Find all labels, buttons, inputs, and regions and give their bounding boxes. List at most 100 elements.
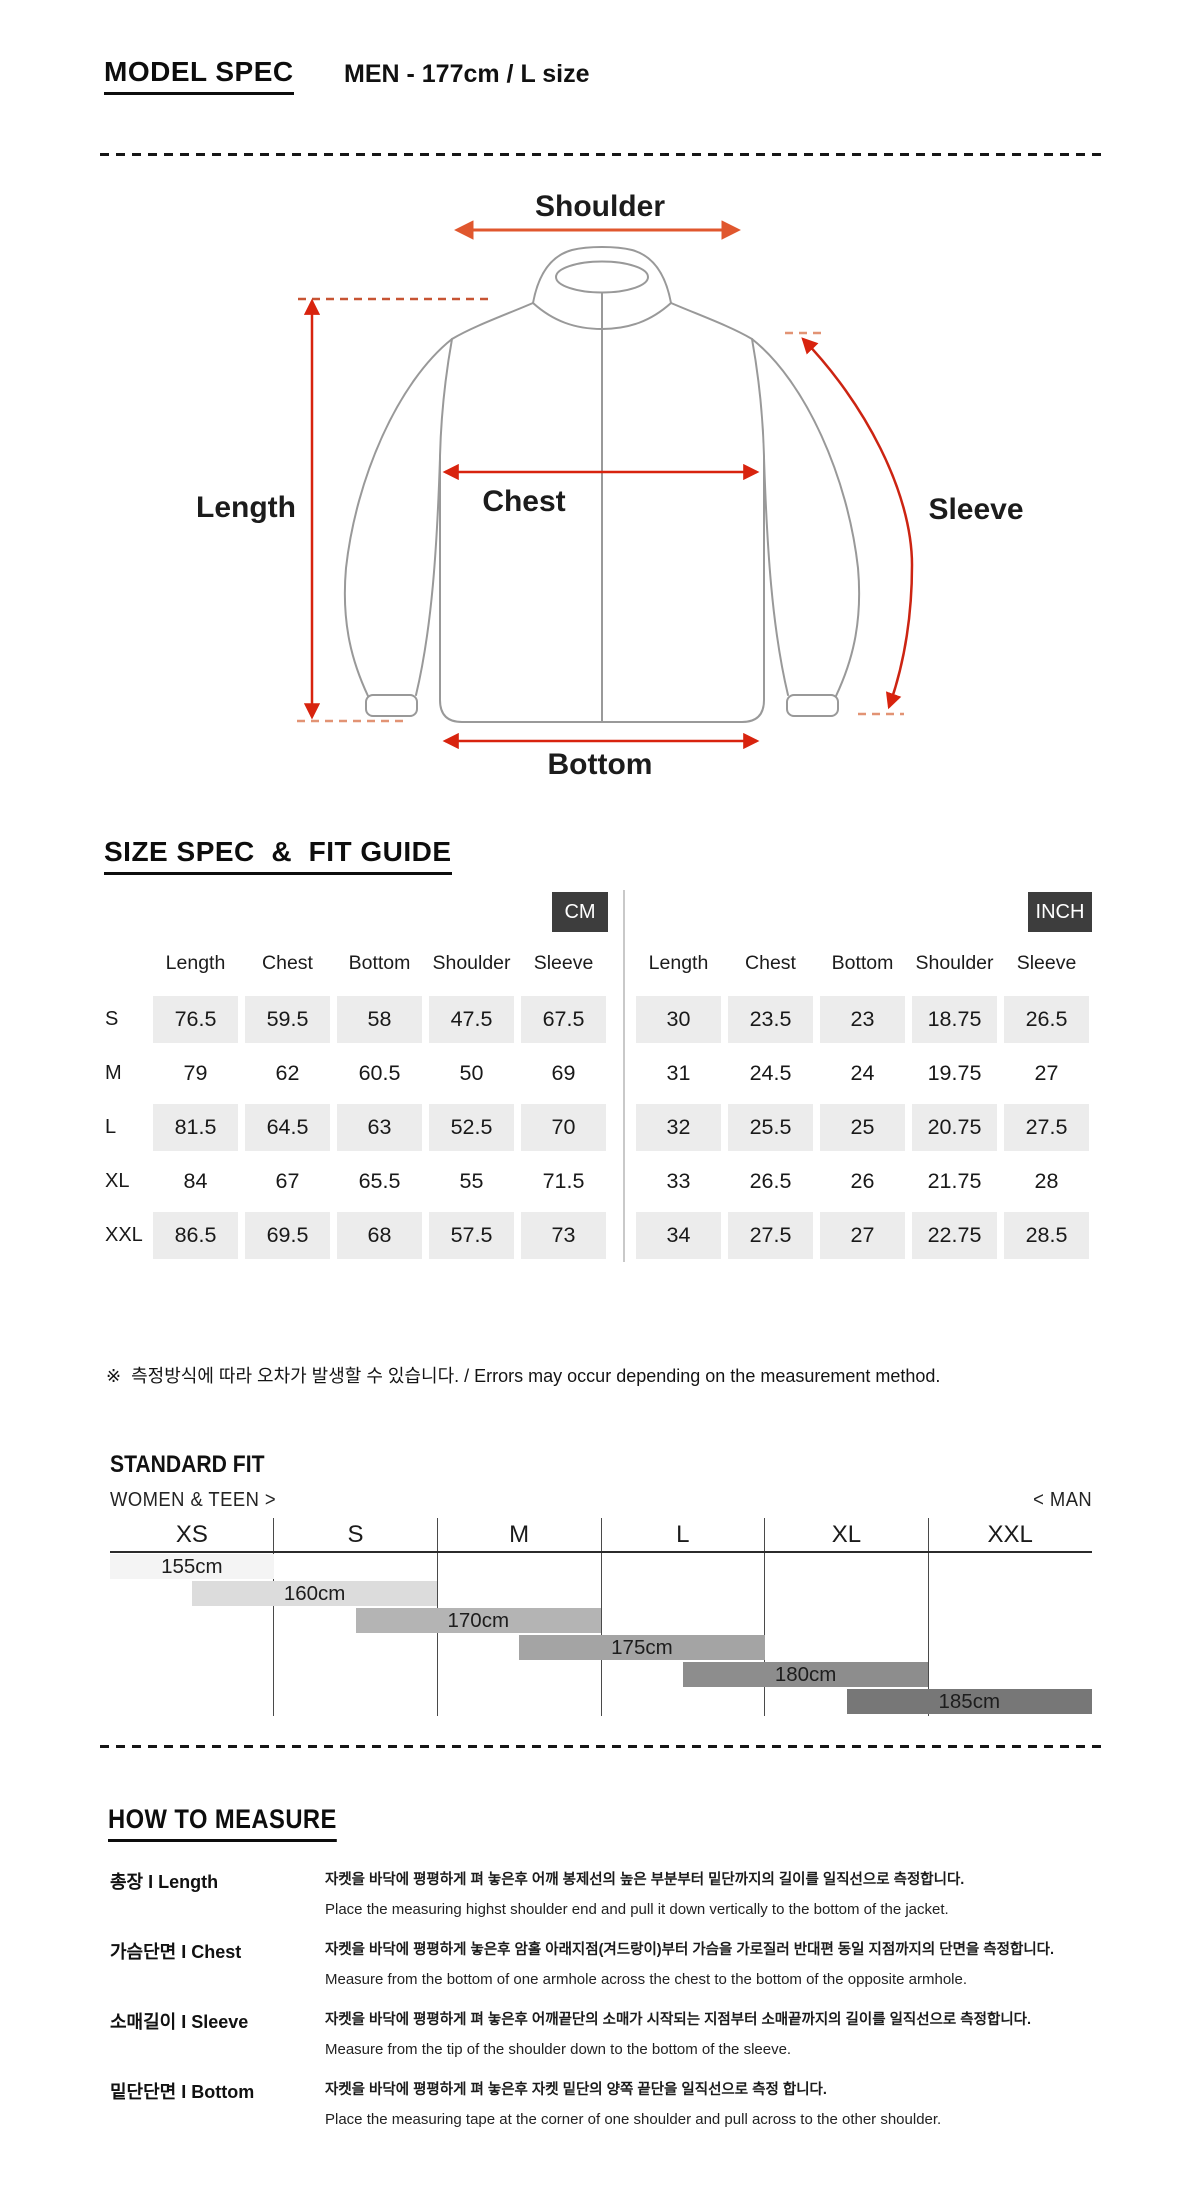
- column-header: Sleeve: [1016, 951, 1077, 974]
- inch-value-cell: 20.75: [912, 1104, 997, 1151]
- women-teen-label: WOMEN & TEEN >: [110, 1489, 277, 1511]
- inch-value-cell: 26.5: [749, 1169, 792, 1193]
- inch-table-header: Length Chest Bottom Shoulder Sleeve: [636, 948, 1089, 978]
- table-vertical-divider: [623, 890, 625, 1262]
- cm-value-cell: 86.5: [153, 1212, 238, 1259]
- shoulder-label: Shoulder: [535, 190, 665, 223]
- neck-opening: [555, 260, 649, 294]
- measure-term: 가슴단면 I Chest: [110, 1942, 242, 1962]
- inch-value-cell: 27: [820, 1212, 905, 1259]
- measure-description-en: Measure from the bottom of one armhole a…: [325, 1971, 968, 1988]
- cm-value-cell: 60.5: [358, 1061, 401, 1085]
- fit-size-label: XS: [175, 1521, 208, 1548]
- fit-column-line: [927, 1518, 929, 1716]
- measure-term: 밑단단면 I Bottom: [110, 2082, 255, 2102]
- column-header: Sleeve: [533, 951, 594, 974]
- cm-value-cell: 73: [521, 1212, 606, 1259]
- fit-size-label: L: [676, 1521, 690, 1548]
- measure-description-en: Place the measuring tape at the corner o…: [325, 2111, 942, 2128]
- size-spec-title: SIZE SPEC & FIT GUIDE: [104, 836, 452, 875]
- inch-value-cell: 22.75: [912, 1212, 997, 1259]
- inch-value-cell: 27.5: [1004, 1104, 1089, 1151]
- fit-baseline: [110, 1551, 1092, 1553]
- shoulder-left: [451, 302, 534, 340]
- measure-row: 가슴단면 I Chest 자켓을 바닥에 평평하게 놓은후 암홀 아래지점(겨드랑…: [110, 1932, 1110, 2002]
- inch-value-cell: 28: [1034, 1169, 1059, 1193]
- fit-size-label: S: [347, 1521, 364, 1548]
- measurement-annotations: [297, 220, 914, 750]
- measure-term: 소매길이 I Sleeve: [110, 2012, 249, 2032]
- how-to-measure-title: HOW TO MEASURE: [108, 1804, 368, 1842]
- size-row-label: L: [105, 1116, 117, 1138]
- cm-value-cell: 70: [521, 1104, 606, 1151]
- chest-label: Chest: [482, 485, 565, 518]
- sleeve-left-outer: [343, 338, 453, 697]
- sleeve-arc-arrow: [801, 337, 914, 710]
- cm-value-cell: 55: [459, 1169, 484, 1193]
- size-row-label: XXL: [105, 1224, 143, 1246]
- measure-row: 밑단단면 I Bottom 자켓을 바닥에 평평하게 펴 놓은후 자켓 밑단의 양…: [110, 2072, 1110, 2142]
- fit-bar-label: 170cm: [447, 1608, 510, 1632]
- cm-value-cell: 68: [337, 1212, 422, 1259]
- cm-value-cell: 79: [183, 1061, 208, 1085]
- measure-description-ko: 자켓을 바닥에 평평하게 펴 놓은후 어깨 봉제선의 높은 부분부터 밑단까지의…: [325, 1872, 965, 1888]
- standard-fit-chart: XS S M L XL XXL 155cm 160cm 170cm 175cm 180cm 185cm: [110, 1518, 1092, 1716]
- cm-value-cell: 62: [275, 1061, 300, 1085]
- cuff-left: [365, 694, 418, 717]
- inch-value-cell: 33: [666, 1169, 691, 1193]
- measure-term: 총장 I Length: [110, 1872, 219, 1892]
- cm-value-cell: 64.5: [245, 1104, 330, 1151]
- standard-fit-title-text: STANDARD FIT: [110, 1451, 265, 1478]
- inch-value-cell: 18.75: [912, 996, 997, 1043]
- cm-value-cell: 67: [275, 1169, 300, 1193]
- measure-description-ko: 자켓을 바닥에 평평하게 놓은후 암홀 아래지점(겨드랑이)부터 가슴을 가로질…: [325, 1942, 1055, 1958]
- measure-row: 총장 I Length 자켓을 바닥에 평평하게 펴 놓은후 어깨 봉제선의 높은…: [110, 1862, 1110, 1932]
- column-header: Length: [165, 951, 226, 974]
- corner-cell: [104, 948, 146, 978]
- shoulder-right: [670, 302, 753, 340]
- jacket-outline: [343, 246, 861, 723]
- bottom-label: Bottom: [548, 748, 653, 781]
- column-header: Shoulder: [432, 951, 511, 974]
- size-row-label: S: [105, 1008, 119, 1030]
- column-header: Chest: [745, 951, 796, 974]
- dashed-divider-bottom: [100, 1745, 1105, 1748]
- column-header: Length: [648, 951, 709, 974]
- fit-size-label: M: [509, 1521, 530, 1548]
- inch-value-cell: 27.5: [728, 1212, 813, 1259]
- cm-value-cell: 59.5: [245, 996, 330, 1043]
- inch-value-cell: 19.75: [927, 1061, 982, 1085]
- sleeve-label: Sleeve: [928, 493, 1023, 526]
- cm-value-cell: 81.5: [153, 1104, 238, 1151]
- inch-value-cell: 26: [850, 1169, 875, 1193]
- man-label: < MAN: [1032, 1489, 1092, 1511]
- fit-size-label: XL: [831, 1521, 862, 1548]
- measurement-note: ※ 측정방식에 따라 오차가 발생할 수 있습니다. / Errors may …: [106, 1366, 941, 1386]
- measure-row: 소매길이 I Sleeve 자켓을 바닥에 평평하게 펴 놓은후 어깨끝단의 소매…: [110, 2002, 1110, 2072]
- page-title: MODEL SPEC: [104, 56, 294, 95]
- inch-value-cell: 34: [636, 1212, 721, 1259]
- column-header: Shoulder: [915, 951, 994, 974]
- inch-value-cell: 27: [1034, 1061, 1059, 1085]
- inch-value-cell: 26.5: [1004, 996, 1089, 1043]
- jacket-measurement-diagram: Shoulder Length Chest Sleeve Bottom: [196, 190, 1024, 781]
- cm-value-cell: 65.5: [358, 1169, 401, 1193]
- standard-fit-title: STANDARD FIT: [110, 1451, 286, 1479]
- measure-description-ko: 자켓을 바닥에 평평하게 펴 놓은후 자켓 밑단의 양쪽 끝단을 일직선으로 측…: [325, 2082, 827, 2098]
- cm-value-cell: 67.5: [521, 996, 606, 1043]
- inch-value-cell: 32: [636, 1104, 721, 1151]
- inch-value-cell: 23: [820, 996, 905, 1043]
- fit-column-line: [600, 1518, 602, 1716]
- column-header: Bottom: [831, 951, 894, 974]
- fit-bar: 155cm: [110, 1554, 274, 1579]
- inch-value-cell: 28.5: [1004, 1212, 1089, 1259]
- fit-column-line: [764, 1518, 766, 1716]
- cm-value-cell: 57.5: [429, 1212, 514, 1259]
- length-label: Length: [196, 491, 296, 524]
- cm-value-cell: 84: [183, 1169, 208, 1193]
- cm-value-cell: 69: [551, 1061, 576, 1085]
- cuff-right: [786, 694, 839, 717]
- inch-value-cell: 24: [850, 1061, 875, 1085]
- sleeve-right-inner: [763, 457, 789, 696]
- size-row-label: XL: [105, 1170, 130, 1192]
